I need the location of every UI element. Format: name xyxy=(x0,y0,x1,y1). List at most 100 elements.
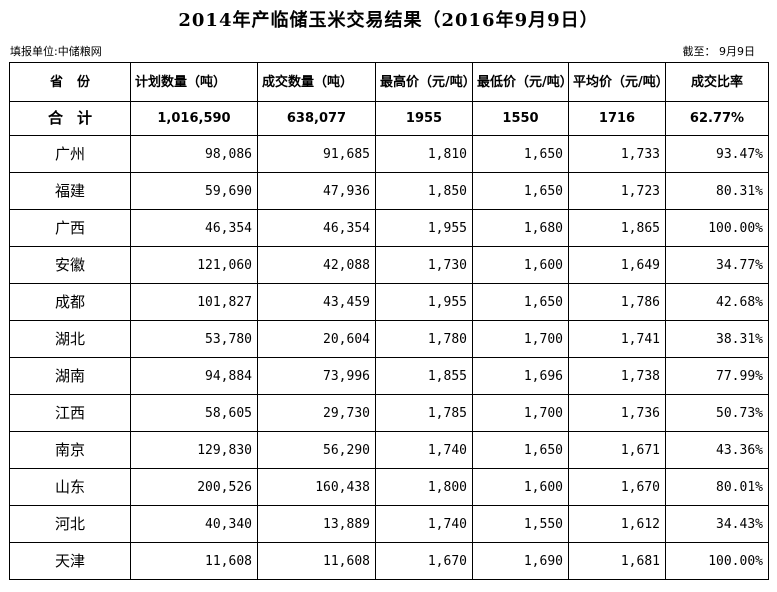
cell-min-price: 1,700 xyxy=(472,320,569,358)
total-avg-price: 1716 xyxy=(568,101,666,136)
cell-deal-qty: 47,936 xyxy=(257,172,376,210)
cell-plan-qty: 94,884 xyxy=(130,357,258,395)
cell-deal-ratio: 100.00% xyxy=(665,542,769,580)
total-min-price: 1550 xyxy=(472,101,569,136)
cell-deal-qty: 29,730 xyxy=(257,394,376,432)
cell-deal-qty: 56,290 xyxy=(257,431,376,469)
cell-avg-price: 1,733 xyxy=(568,135,666,173)
results-table: 省份 计划数量（吨） 成交数量（吨） 最高价（元/吨） 最低价（元/吨） 平均价… xyxy=(9,62,769,580)
cell-plan-qty: 129,830 xyxy=(130,431,258,469)
header-deal-ratio: 成交比率 xyxy=(665,62,769,102)
cell-deal-ratio: 50.73% xyxy=(665,394,769,432)
cell-avg-price: 1,865 xyxy=(568,209,666,247)
cell-max-price: 1,740 xyxy=(375,505,473,543)
table-row: 广州 98,086 91,685 1,810 1,650 1,733 93.47% xyxy=(9,135,769,173)
table-row: 天津 11,608 11,608 1,670 1,690 1,681 100.00% xyxy=(9,542,769,580)
cell-province: 成都 xyxy=(9,283,131,321)
cell-deal-qty: 13,889 xyxy=(257,505,376,543)
table-row: 河北 40,340 13,889 1,740 1,550 1,612 34.43% xyxy=(9,505,769,543)
cell-max-price: 1,810 xyxy=(375,135,473,173)
table-row: 福建 59,690 47,936 1,850 1,650 1,723 80.31% xyxy=(9,172,769,210)
cell-deal-ratio: 77.99% xyxy=(665,357,769,395)
cell-avg-price: 1,670 xyxy=(568,468,666,506)
cell-deal-qty: 42,088 xyxy=(257,246,376,284)
cell-deal-qty: 160,438 xyxy=(257,468,376,506)
total-label: 合计 xyxy=(9,101,131,136)
cell-province: 湖南 xyxy=(9,357,131,395)
cell-avg-price: 1,741 xyxy=(568,320,666,358)
cell-province: 福建 xyxy=(9,172,131,210)
cell-plan-qty: 58,605 xyxy=(130,394,258,432)
cell-max-price: 1,855 xyxy=(375,357,473,395)
cell-plan-qty: 98,086 xyxy=(130,135,258,173)
cell-province: 广西 xyxy=(9,209,131,247)
cell-deal-qty: 20,604 xyxy=(257,320,376,358)
cell-avg-price: 1,681 xyxy=(568,542,666,580)
cell-plan-qty: 40,340 xyxy=(130,505,258,543)
total-max-price: 1955 xyxy=(375,101,473,136)
cell-min-price: 1,680 xyxy=(472,209,569,247)
cell-min-price: 1,600 xyxy=(472,468,569,506)
table-row: 成都 101,827 43,459 1,955 1,650 1,786 42.68% xyxy=(9,283,769,321)
cell-plan-qty: 101,827 xyxy=(130,283,258,321)
cell-min-price: 1,650 xyxy=(472,172,569,210)
cell-min-price: 1,550 xyxy=(472,505,569,543)
cell-max-price: 1,800 xyxy=(375,468,473,506)
cell-min-price: 1,600 xyxy=(472,246,569,284)
cell-max-price: 1,955 xyxy=(375,283,473,321)
cell-deal-qty: 43,459 xyxy=(257,283,376,321)
header-deal-qty: 成交数量（吨） xyxy=(257,62,376,102)
cell-max-price: 1,730 xyxy=(375,246,473,284)
total-deal-ratio: 62.77% xyxy=(665,101,769,136)
cell-min-price: 1,700 xyxy=(472,394,569,432)
cell-deal-ratio: 80.31% xyxy=(665,172,769,210)
cell-min-price: 1,696 xyxy=(472,357,569,395)
cell-deal-ratio: 100.00% xyxy=(665,209,769,247)
cell-province: 广州 xyxy=(9,135,131,173)
cell-min-price: 1,650 xyxy=(472,283,569,321)
total-row: 合计 1,016,590 638,077 1955 1550 1716 62.7… xyxy=(9,101,769,136)
cell-avg-price: 1,723 xyxy=(568,172,666,210)
cell-plan-qty: 46,354 xyxy=(130,209,258,247)
cell-province: 江西 xyxy=(9,394,131,432)
cell-plan-qty: 53,780 xyxy=(130,320,258,358)
cell-avg-price: 1,612 xyxy=(568,505,666,543)
cell-plan-qty: 200,526 xyxy=(130,468,258,506)
total-deal-qty: 638,077 xyxy=(257,101,376,136)
cell-deal-qty: 11,608 xyxy=(257,542,376,580)
cell-deal-ratio: 34.77% xyxy=(665,246,769,284)
table-row: 江西 58,605 29,730 1,785 1,700 1,736 50.73% xyxy=(9,394,769,432)
header-avg-price: 平均价（元/吨） xyxy=(568,62,669,102)
cell-max-price: 1,850 xyxy=(375,172,473,210)
cell-avg-price: 1,736 xyxy=(568,394,666,432)
cell-deal-qty: 46,354 xyxy=(257,209,376,247)
header-row: 省份 计划数量（吨） 成交数量（吨） 最高价（元/吨） 最低价（元/吨） 平均价… xyxy=(9,62,769,102)
cell-avg-price: 1,649 xyxy=(568,246,666,284)
cell-province: 山东 xyxy=(9,468,131,506)
total-plan-qty: 1,016,590 xyxy=(130,101,258,136)
cell-plan-qty: 59,690 xyxy=(130,172,258,210)
table-row: 南京 129,830 56,290 1,740 1,650 1,671 43.36% xyxy=(9,431,769,469)
cell-deal-qty: 91,685 xyxy=(257,135,376,173)
cell-max-price: 1,785 xyxy=(375,394,473,432)
cell-province: 安徽 xyxy=(9,246,131,284)
cell-plan-qty: 11,608 xyxy=(130,542,258,580)
cell-deal-ratio: 80.01% xyxy=(665,468,769,506)
cell-min-price: 1,650 xyxy=(472,431,569,469)
cell-plan-qty: 121,060 xyxy=(130,246,258,284)
cell-max-price: 1,740 xyxy=(375,431,473,469)
cell-deal-ratio: 93.47% xyxy=(665,135,769,173)
document-title: 2014年产临储玉米交易结果（2016年9月9日） xyxy=(178,10,599,31)
cell-max-price: 1,780 xyxy=(375,320,473,358)
cell-avg-price: 1,671 xyxy=(568,431,666,469)
cell-deal-ratio: 38.31% xyxy=(665,320,769,358)
cell-province: 天津 xyxy=(9,542,131,580)
table-row: 湖北 53,780 20,604 1,780 1,700 1,741 38.31% xyxy=(9,320,769,358)
header-min-price: 最低价（元/吨） xyxy=(472,62,573,102)
cell-max-price: 1,670 xyxy=(375,542,473,580)
cell-avg-price: 1,786 xyxy=(568,283,666,321)
as-of-date: 截至： 9月9日 xyxy=(682,45,756,58)
cell-deal-ratio: 34.43% xyxy=(665,505,769,543)
header-province: 省份 xyxy=(9,62,131,102)
cell-province: 湖北 xyxy=(9,320,131,358)
